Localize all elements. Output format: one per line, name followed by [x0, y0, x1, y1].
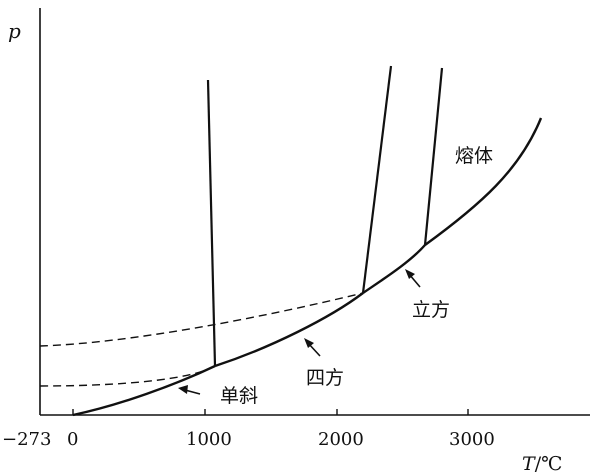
monoclinic-vapor-curve	[72, 364, 216, 417]
x-axis-variable: T	[522, 453, 536, 475]
tetragonal-vapor-curve	[214, 292, 364, 368]
cubic-melt-boundary	[423, 67, 444, 246]
arrow-monoclinic	[178, 385, 201, 395]
cubic-vapor-curve	[362, 244, 426, 294]
label-monoclinic: 单斜	[220, 385, 258, 407]
label-tetragonal: 四方	[306, 367, 344, 389]
monoclinic-tetragonal-boundary	[206, 79, 217, 367]
y-axis-label: p	[8, 19, 21, 43]
x-tick-label-2000: 2000	[318, 429, 364, 450]
label-cubic: 立方	[412, 299, 450, 321]
arrow-tetragonal	[304, 338, 321, 357]
dashed-tetragonal-extension	[39, 292, 364, 347]
dashed-monoclinic-extension	[39, 365, 216, 387]
x-tick-label-minus273: −273	[2, 429, 51, 450]
arrow-cubic	[405, 269, 421, 288]
x-tick-label-3000: 3000	[449, 429, 495, 450]
x-tick-label-0: 0	[67, 429, 78, 450]
x-tick-label-1000: 1000	[186, 429, 232, 450]
melt-vapor-curve	[424, 117, 543, 246]
x-axis-label: T/℃	[522, 453, 562, 475]
x-axis-unit: /℃	[535, 453, 563, 475]
tetragonal-cubic-boundary	[361, 65, 393, 294]
label-melt: 熔体	[455, 145, 493, 167]
